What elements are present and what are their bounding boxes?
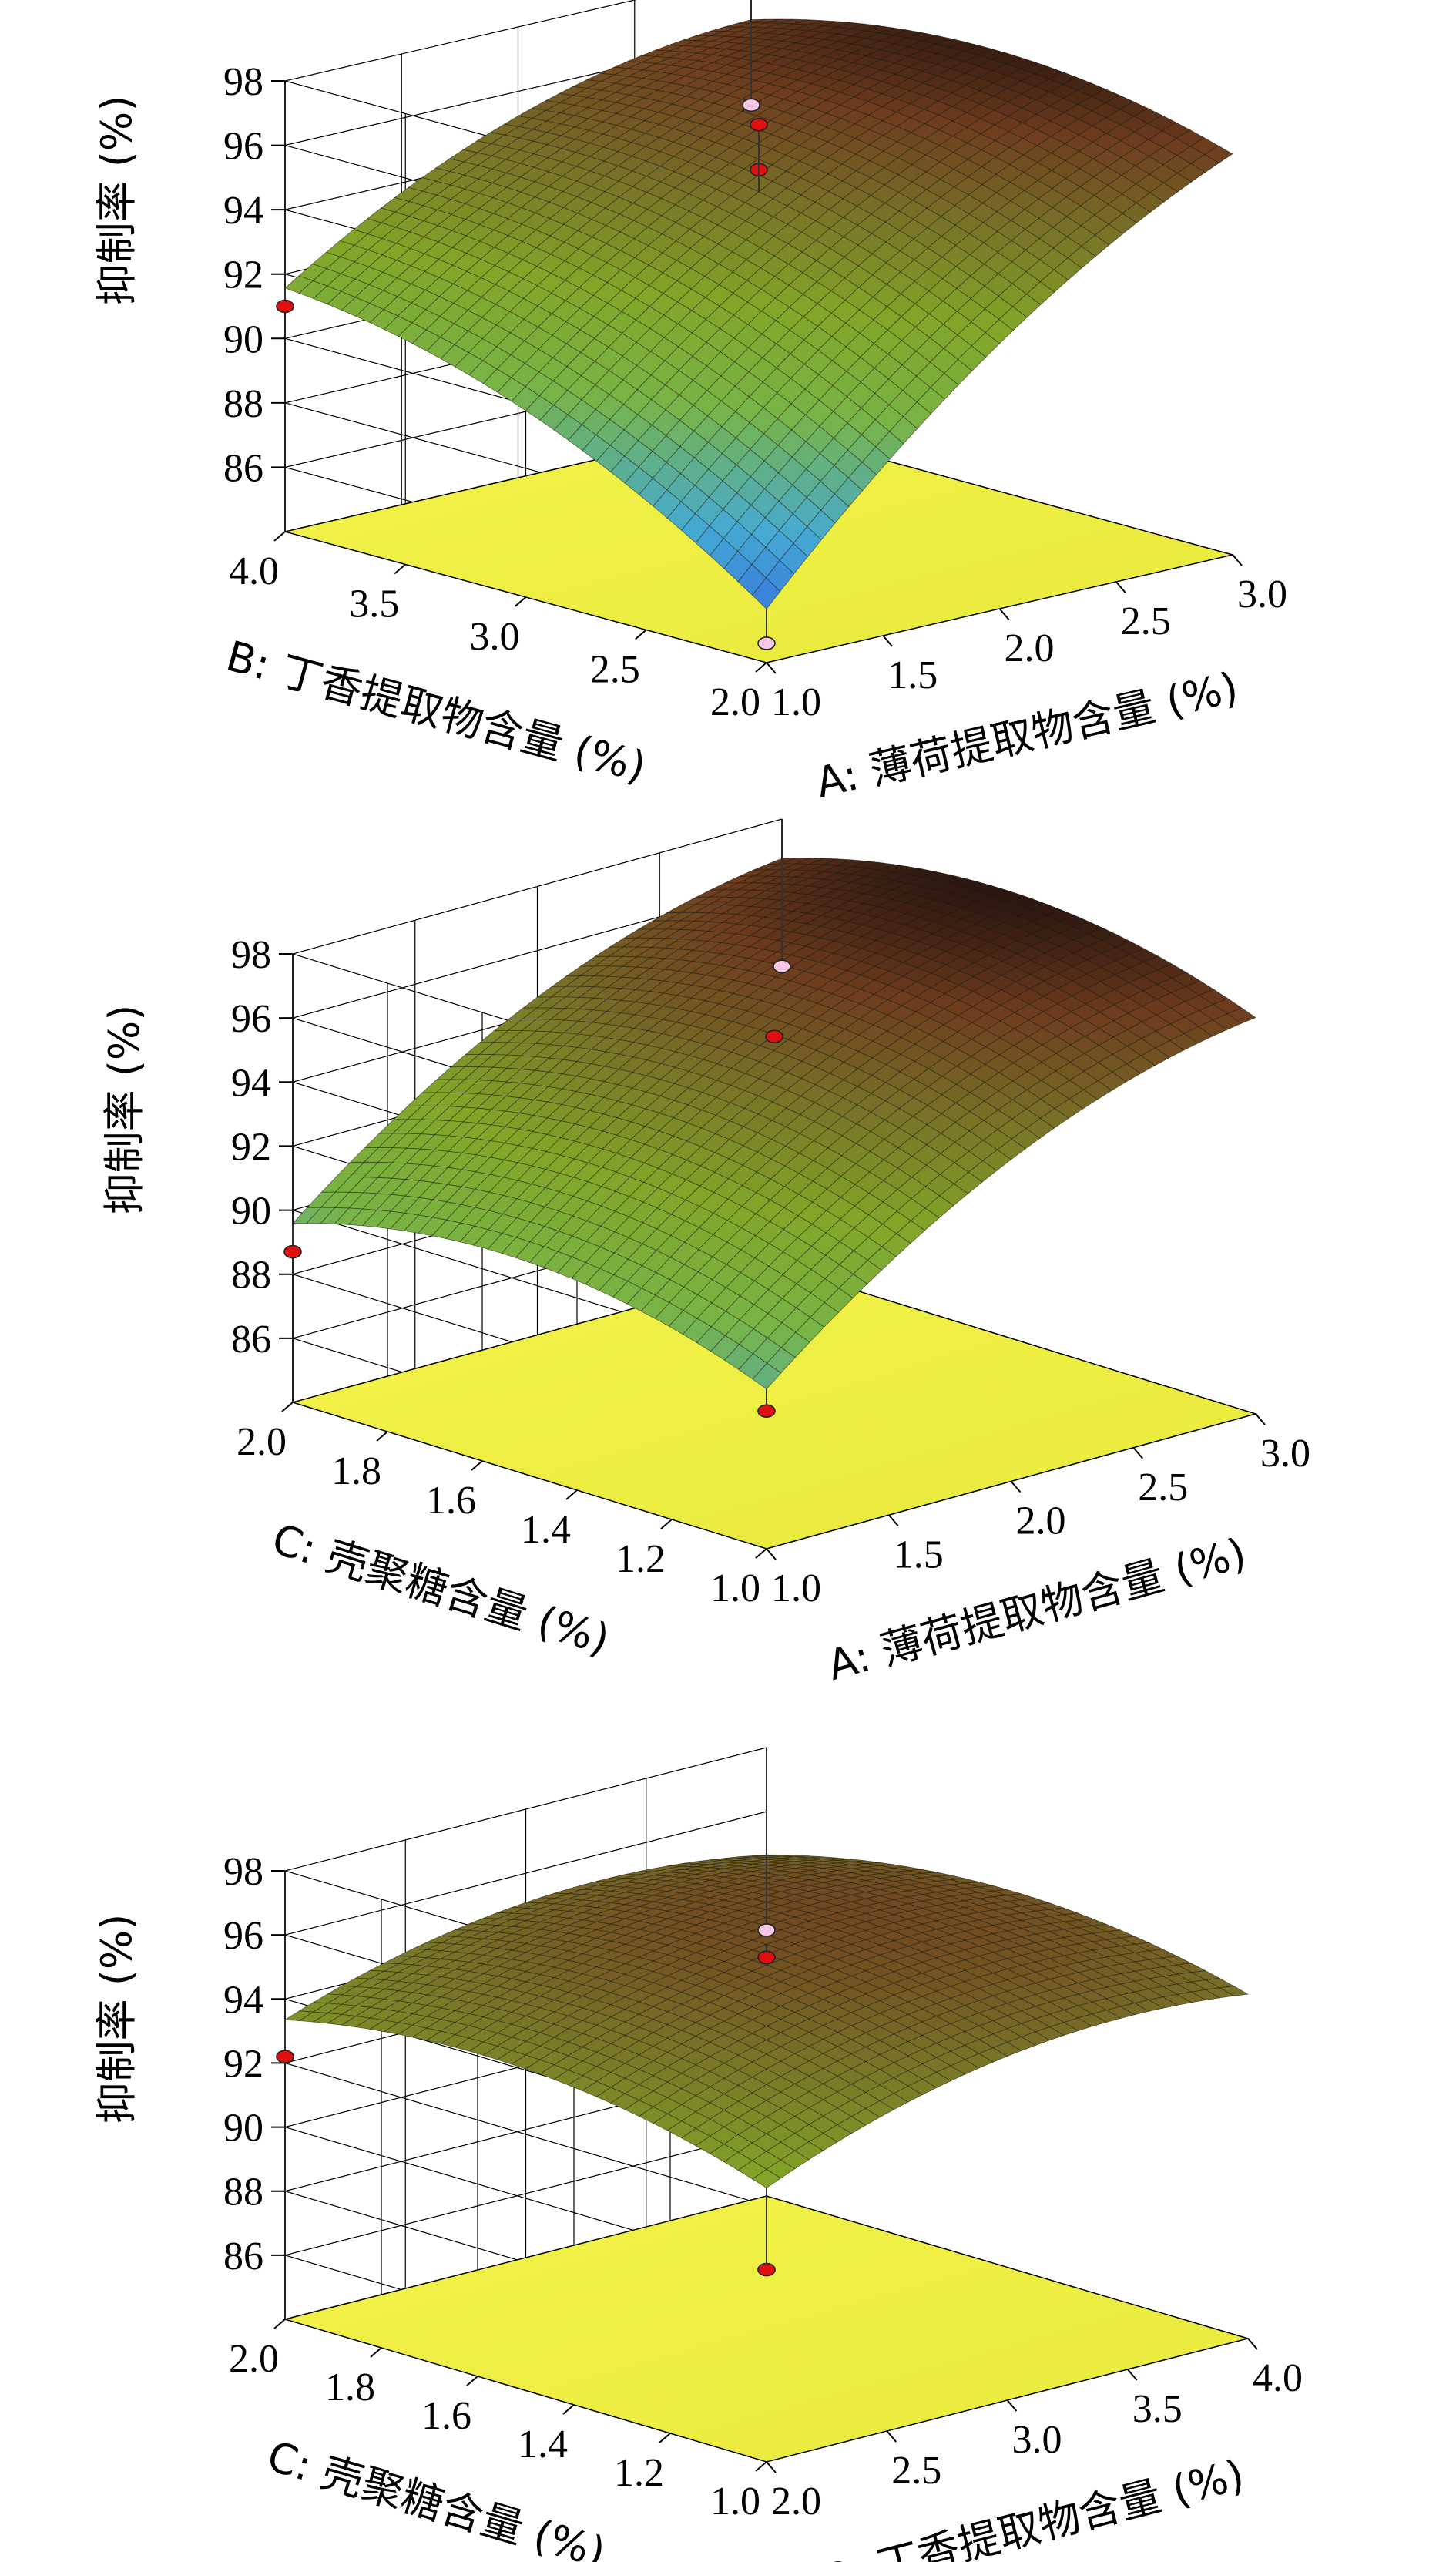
design-point bbox=[757, 636, 776, 650]
y-tick-label: 1.6 bbox=[426, 1479, 476, 1523]
surface-panel-2: 98 96 94 92 90 88 86 抑制率 (%) 1.0 1.5 2.0 2.5 3.0 A: 薄… bbox=[100, 818, 1310, 1691]
z-tick-label: 86 bbox=[223, 2235, 263, 2278]
y-tick-label: 1.2 bbox=[614, 2451, 664, 2495]
design-point bbox=[757, 1404, 776, 1419]
design-points bbox=[276, 19, 776, 650]
z-tick-label: 90 bbox=[223, 317, 263, 361]
design-point bbox=[742, 98, 760, 112]
z-tick-label: 94 bbox=[231, 1061, 271, 1105]
z-axis-label: 抑制率 (%) bbox=[92, 1914, 141, 2124]
design-point bbox=[757, 2262, 776, 2277]
y-tick-label: 3.0 bbox=[470, 615, 520, 659]
x-axis-label: A: 薄荷提取物含量 (%) bbox=[823, 1529, 1252, 1691]
x-tick-label: 3.0 bbox=[1012, 2418, 1062, 2462]
z-tick-label: 98 bbox=[223, 1850, 263, 1894]
x-tick-label: 2.0 bbox=[771, 2480, 821, 2523]
z-axis: 98 96 94 92 90 88 86 抑制率 (%) bbox=[100, 933, 293, 1362]
design-point bbox=[283, 1244, 302, 1259]
x-tick-label: 2.0 bbox=[1005, 626, 1055, 670]
z-tick-label: 94 bbox=[223, 1978, 263, 2022]
x-tick-label: 3.5 bbox=[1132, 2387, 1183, 2431]
z-tick-label: 86 bbox=[223, 446, 263, 490]
x-axis-label: A: 薄荷提取物含量 (%) bbox=[811, 663, 1243, 808]
x-tick-label: 2.0 bbox=[1016, 1499, 1066, 1543]
z-tick-label: 94 bbox=[223, 189, 263, 233]
design-point bbox=[757, 1923, 776, 1937]
z-axis: 98 96 94 92 90 88 86 抑制率 (%) bbox=[92, 1850, 285, 2278]
y-tick-label: 3.5 bbox=[349, 583, 399, 626]
design-point bbox=[750, 117, 768, 132]
x-tick-label: 1.0 bbox=[771, 680, 821, 724]
z-tick-label: 96 bbox=[223, 125, 263, 169]
x-tick-label: 3.0 bbox=[1237, 573, 1287, 616]
x-tick-label: 3.0 bbox=[1260, 1432, 1310, 1476]
z-tick-label: 86 bbox=[231, 1318, 271, 1362]
z-tick-label: 92 bbox=[223, 2042, 263, 2086]
response-surface bbox=[283, 1854, 1250, 2188]
z-axis: 98 96 94 92 90 88 86 抑制率 (%) bbox=[92, 60, 285, 490]
y-tick-label: 1.0 bbox=[710, 2480, 760, 2523]
design-point bbox=[276, 299, 294, 314]
x-tick-label: 4.0 bbox=[1253, 2356, 1303, 2400]
y-tick-label: 1.6 bbox=[421, 2394, 471, 2438]
z-tick-label: 98 bbox=[231, 933, 271, 977]
y-tick-label: 1.0 bbox=[710, 1566, 760, 1610]
x-tick-label: 2.5 bbox=[1138, 1466, 1188, 1509]
z-tick-label: 88 bbox=[231, 1254, 271, 1298]
z-tick-label: 90 bbox=[231, 1190, 271, 1234]
x-tick-label: 1.0 bbox=[771, 1566, 821, 1610]
y-tick-label: 1.8 bbox=[325, 2366, 375, 2409]
surface-panel-1: 98 96 94 92 90 88 86 抑制率 (%) 1.0 1.5 2.0 2.5 3.0 A: 薄… bbox=[92, 0, 1287, 808]
z-tick-label: 98 bbox=[223, 60, 263, 104]
response-surface bbox=[292, 858, 1256, 1390]
x-tick-label: 1.5 bbox=[887, 653, 938, 697]
y-tick-label: 2.0 bbox=[237, 1420, 287, 1464]
y-tick-label: 2.0 bbox=[229, 2337, 279, 2381]
design-point bbox=[276, 2050, 294, 2063]
z-tick-label: 96 bbox=[223, 1914, 263, 1958]
z-tick-label: 96 bbox=[231, 997, 271, 1041]
z-tick-label: 90 bbox=[223, 2107, 263, 2151]
surface-panel-3: 98 96 94 92 90 88 86 抑制率 (%) 2.0 2.5 3.0 3.5 4.0 B: 丁… bbox=[92, 1747, 1303, 2562]
response-surface bbox=[284, 18, 1233, 609]
z-axis-label: 抑制率 (%) bbox=[100, 1005, 149, 1215]
y-tick-label: 2.5 bbox=[590, 648, 640, 692]
y-tick-label: 1.2 bbox=[616, 1537, 666, 1581]
x-tick-label: 2.5 bbox=[1121, 599, 1171, 643]
z-axis-label: 抑制率 (%) bbox=[92, 96, 141, 306]
z-tick-label: 92 bbox=[231, 1125, 271, 1169]
x-tick-label: 2.5 bbox=[891, 2449, 941, 2493]
y-axis-label: B: 丁香提取物含量 (%) bbox=[221, 632, 651, 792]
z-tick-label: 88 bbox=[223, 382, 263, 426]
x-axis-label: B: 丁香提取物含量 (%) bbox=[818, 2450, 1249, 2562]
design-points bbox=[276, 1855, 776, 2277]
y-tick-label: 2.0 bbox=[710, 680, 760, 724]
y-tick-label: 1.4 bbox=[518, 2423, 568, 2466]
design-point bbox=[773, 959, 791, 974]
y-tick-label: 4.0 bbox=[229, 549, 279, 593]
y-tick-label: 1.4 bbox=[521, 1508, 571, 1552]
y-tick-label: 1.8 bbox=[331, 1449, 381, 1493]
design-points bbox=[283, 858, 791, 1419]
x-tick-label: 1.5 bbox=[894, 1533, 944, 1576]
design-point bbox=[765, 1029, 783, 1044]
z-tick-label: 92 bbox=[223, 254, 263, 297]
design-point bbox=[757, 1950, 776, 1965]
z-tick-label: 88 bbox=[223, 2171, 263, 2214]
